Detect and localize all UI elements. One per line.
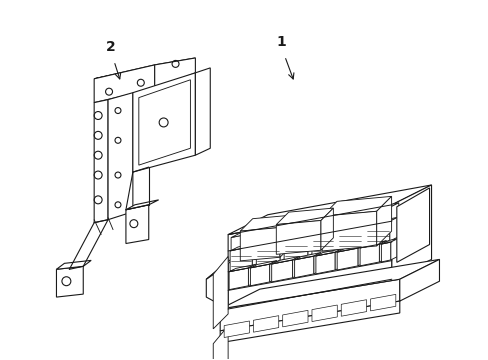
Polygon shape [359,244,379,266]
Polygon shape [322,196,391,216]
Polygon shape [220,279,399,331]
Polygon shape [361,222,369,246]
Polygon shape [307,232,315,256]
Polygon shape [231,228,279,265]
Polygon shape [294,252,320,260]
Polygon shape [248,265,255,286]
Polygon shape [381,239,397,244]
Polygon shape [365,217,397,226]
Polygon shape [229,268,248,290]
Polygon shape [365,221,389,246]
Polygon shape [154,58,195,89]
Polygon shape [337,248,357,270]
Polygon shape [228,185,431,235]
Polygon shape [311,227,342,236]
Polygon shape [389,217,397,241]
Polygon shape [357,244,365,266]
Text: 2: 2 [106,40,116,54]
Polygon shape [379,240,386,262]
Polygon shape [334,249,342,270]
Polygon shape [256,241,280,266]
Polygon shape [341,300,366,316]
Polygon shape [94,58,195,79]
Polygon shape [285,213,343,228]
Polygon shape [139,80,190,165]
Polygon shape [370,294,395,311]
Polygon shape [108,93,133,220]
Polygon shape [253,316,278,332]
Polygon shape [311,231,333,256]
Polygon shape [271,260,292,282]
Polygon shape [282,310,307,327]
Polygon shape [133,73,195,172]
Polygon shape [271,256,299,264]
Polygon shape [294,256,313,278]
Polygon shape [333,227,342,251]
Polygon shape [229,265,255,272]
Polygon shape [390,239,397,260]
Polygon shape [224,321,249,338]
Polygon shape [332,213,343,246]
Polygon shape [322,211,376,251]
Polygon shape [338,222,369,231]
Polygon shape [285,218,332,256]
Polygon shape [338,226,361,251]
Polygon shape [256,237,287,246]
Text: 1: 1 [276,35,286,49]
Polygon shape [279,223,288,256]
Polygon shape [220,260,439,309]
Polygon shape [206,251,243,279]
Polygon shape [228,205,391,309]
Polygon shape [284,232,315,241]
Polygon shape [315,249,342,256]
Polygon shape [94,65,154,103]
Polygon shape [231,223,288,238]
Polygon shape [280,237,287,261]
Polygon shape [269,261,276,282]
Polygon shape [284,236,307,261]
Polygon shape [126,205,148,243]
Polygon shape [240,228,280,261]
Polygon shape [280,215,292,257]
Polygon shape [381,242,390,262]
Polygon shape [230,246,252,271]
Polygon shape [195,68,210,155]
Polygon shape [252,242,260,266]
Polygon shape [56,260,91,269]
Polygon shape [230,242,260,251]
Polygon shape [376,196,391,246]
Polygon shape [206,261,228,309]
Polygon shape [126,200,158,210]
Polygon shape [396,188,428,262]
Polygon shape [276,208,333,225]
Polygon shape [213,256,228,329]
Polygon shape [56,266,83,297]
Polygon shape [337,244,365,252]
Polygon shape [240,215,292,231]
Polygon shape [339,208,388,246]
Polygon shape [250,264,269,286]
Polygon shape [276,220,320,254]
Polygon shape [220,301,399,343]
Polygon shape [213,326,228,360]
Polygon shape [391,185,431,279]
Polygon shape [313,252,320,274]
Polygon shape [388,203,398,235]
Polygon shape [359,240,386,248]
Polygon shape [339,203,398,218]
Polygon shape [250,261,276,268]
Polygon shape [94,100,108,223]
Polygon shape [320,208,333,250]
Polygon shape [399,260,439,301]
Polygon shape [292,256,299,278]
Polygon shape [311,305,337,321]
Polygon shape [315,252,334,274]
